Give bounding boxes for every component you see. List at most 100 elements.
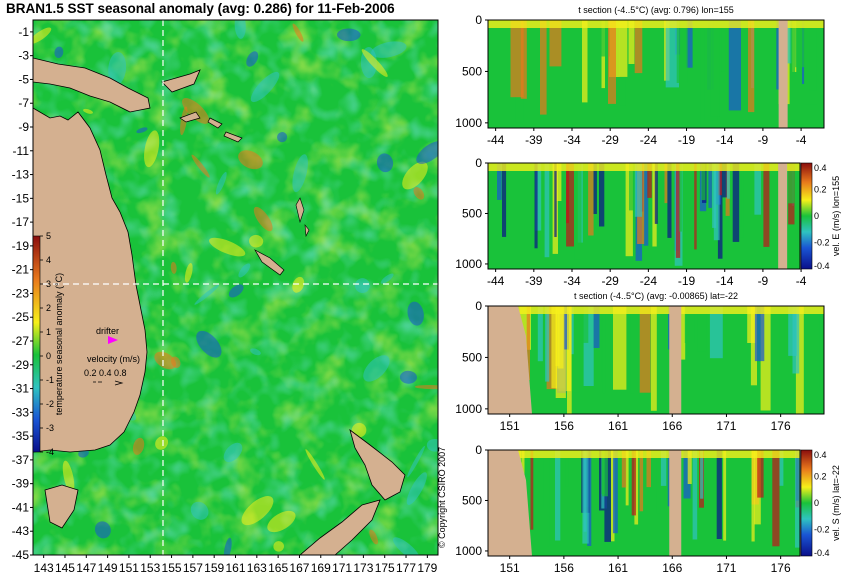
- section-streak: [716, 450, 722, 539]
- section-land-mask-ridge: [669, 450, 682, 556]
- section-x-tick-label: 166: [662, 419, 682, 433]
- section-colorbar-tick-label: 0.2: [814, 185, 827, 195]
- anomaly-blob: [238, 150, 263, 170]
- section-streak: [683, 450, 691, 499]
- section-streak: [554, 163, 557, 237]
- section-streak: [754, 163, 762, 215]
- section-panel-3: t section (-4..5°C) (avg: -0.00865) lat=…: [455, 291, 825, 433]
- section-x-tick-label: 176: [771, 419, 791, 433]
- drifter-marker-icon: [108, 336, 118, 344]
- map-colorbar-tick-label: 5: [46, 231, 51, 241]
- section-streak: [667, 163, 672, 238]
- map-y-tick-label: -9: [18, 120, 29, 134]
- section-panel-title: t section (-4..5°C) (avg: 0.796) lon=155: [578, 5, 733, 15]
- anomaly-blob: [196, 330, 222, 358]
- section-streak: [625, 450, 629, 506]
- section-colorbar-tick-label: 0.4: [814, 450, 827, 460]
- map-y-tick-label: -3: [18, 49, 29, 63]
- section-streak: [787, 163, 795, 204]
- section-streak: [639, 450, 644, 512]
- surface-layer: [488, 163, 800, 171]
- section-panel-1: t section (-4..5°C) (avg: 0.796) lon=155…: [455, 5, 825, 147]
- section-streak: [566, 163, 569, 224]
- map-y-tick-label: -45: [12, 548, 30, 562]
- section-streak: [535, 163, 542, 231]
- section-streak: [795, 450, 800, 548]
- section-x-tick-label: 166: [662, 561, 682, 575]
- section-colorbar-tick-label: 0.2: [814, 472, 827, 482]
- section-land-mask-ridge: [669, 306, 682, 414]
- section-streak: [697, 306, 707, 352]
- section-streak: [565, 450, 569, 487]
- section-streak: [634, 163, 643, 217]
- section-streak: [537, 306, 543, 362]
- section-streak: [797, 163, 800, 256]
- section-panel-title: t section (-4..5°C) (avg: -0.00865) lat=…: [574, 291, 738, 301]
- section-colorbar-label: vel. S (m/s) lat=-22: [831, 465, 841, 541]
- map-x-tick-label: 173: [353, 561, 373, 575]
- map-x-tick-label: 177: [396, 561, 416, 575]
- anomaly-blob: [170, 261, 177, 274]
- section-x-tick-label: -44: [487, 133, 505, 147]
- section-streak: [567, 306, 572, 414]
- section-panel-2: 0 500 1000 -44 -39 -34 -29 -24 -19 -14 -9 -4 0.4 0.2 0…: [455, 156, 841, 288]
- map-y-tick-label: -39: [12, 477, 30, 491]
- map-colorbar-tick-label: 2: [46, 303, 51, 313]
- section-streak: [593, 306, 600, 348]
- section-streak: [593, 163, 597, 214]
- anomaly-blob: [413, 187, 425, 200]
- anomaly-blob: [292, 276, 305, 293]
- section-x-tick-label: 151: [500, 561, 520, 575]
- section-streak: [663, 450, 671, 489]
- section-streak: [602, 450, 608, 497]
- section-y-tick-label: 500: [462, 206, 482, 220]
- section-colorbar: [800, 449, 813, 557]
- section-streak: [613, 306, 627, 390]
- vanuatu-islands: [295, 197, 310, 238]
- anomaly-blob: [241, 496, 274, 526]
- section-streak: [795, 20, 805, 68]
- map-x-ticks: 143 145 147 149 151 153 155 157 159 161 163 165 167 1…: [34, 555, 438, 575]
- anomaly-blob: [108, 51, 127, 86]
- section-streak: [721, 20, 726, 72]
- anomaly-blob: [228, 284, 244, 298]
- section-streak: [608, 20, 616, 104]
- section-streak: [732, 163, 740, 242]
- map-colorbar-ticks: 5 4 3 2 1 0 -1 -2 -3 -4: [40, 231, 54, 457]
- new-zealand-south-island: [299, 499, 381, 555]
- section-streak: [750, 306, 757, 386]
- map-colorbar-label: temperature seasonal anomaly (°C): [54, 273, 64, 415]
- section-streak: [772, 450, 780, 547]
- section-x-tick-label: 176: [771, 561, 791, 575]
- section-streak: [710, 20, 720, 117]
- section-streak: [819, 306, 824, 389]
- section-streak: [520, 20, 527, 99]
- velocity-legend-values: 0.2 0.4 0.8: [84, 368, 127, 378]
- section-streak: [722, 163, 727, 198]
- anomaly-blob: [248, 234, 264, 248]
- section-x-tick-label: 156: [554, 419, 574, 433]
- section-x-tick-label: -14: [716, 274, 734, 288]
- anomaly-blob: [54, 46, 64, 59]
- map-colorbar-tick-label: -3: [46, 423, 54, 433]
- section-x-tick-label: 156: [554, 561, 574, 575]
- anomaly-blob: [83, 108, 94, 114]
- section-streak: [588, 163, 594, 236]
- section-streak: [534, 163, 538, 249]
- section-x-tick-label: -24: [640, 133, 658, 147]
- map-y-tick-label: -1: [18, 25, 29, 39]
- anomaly-blob: [62, 460, 75, 494]
- anomaly-blob: [238, 263, 251, 278]
- drifter-label: drifter: [96, 326, 119, 336]
- surface-layer: [488, 20, 824, 28]
- map-colorbar-tick-label: -1: [46, 375, 54, 385]
- section-streak: [555, 163, 562, 201]
- new-britain-island: [161, 69, 201, 93]
- new-guinea-landmass: [33, 57, 151, 113]
- surface-layer: [488, 306, 824, 314]
- section-x-tick-label: 171: [716, 561, 736, 575]
- anomaly-blob: [194, 284, 220, 305]
- map-x-tick-label: 175: [375, 561, 395, 575]
- anomaly-blob: [234, 20, 246, 39]
- anomaly-blob: [273, 541, 285, 552]
